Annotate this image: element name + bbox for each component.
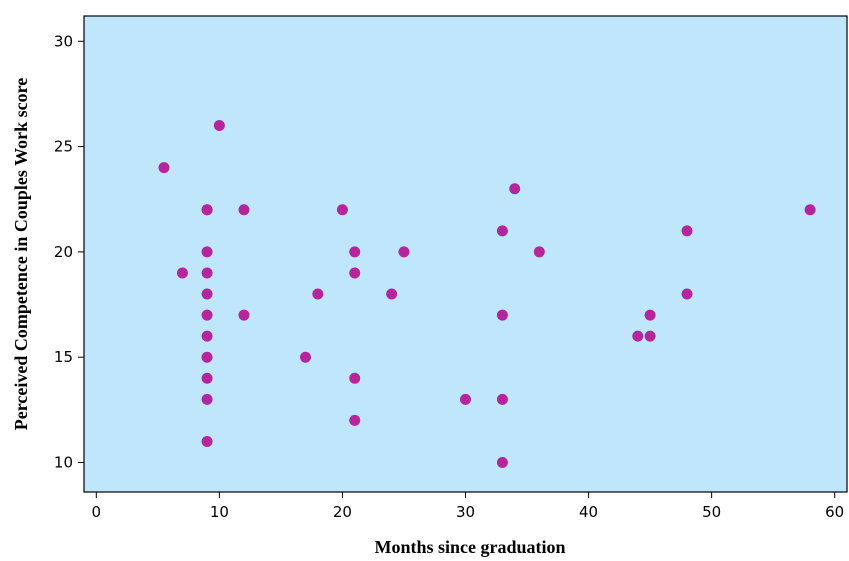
data-point: [496, 309, 508, 321]
data-point: [496, 225, 508, 237]
data-point: [201, 309, 213, 321]
y-axis-title: Perceived Competence in Couples Work sco…: [11, 78, 31, 430]
x-tick-label: 30: [456, 503, 475, 521]
data-point: [201, 330, 213, 342]
data-point: [386, 288, 398, 300]
y-tick-label: 15: [54, 348, 73, 366]
data-point: [201, 435, 213, 447]
x-tick-label: 10: [210, 503, 229, 521]
x-tick-label: 50: [702, 503, 721, 521]
data-point: [201, 288, 213, 300]
data-point: [238, 204, 250, 216]
data-point: [201, 267, 213, 279]
y-tick-label: 20: [54, 243, 73, 261]
x-tick-label: 0: [92, 503, 102, 521]
data-point: [349, 414, 361, 426]
x-axis-title: Months since graduation: [374, 537, 565, 557]
data-point: [681, 288, 693, 300]
x-tick-label: 20: [333, 503, 352, 521]
x-tick-label: 60: [825, 503, 844, 521]
y-axis: 10 15 20 25 30: [54, 32, 84, 472]
y-tick-label: 30: [54, 32, 73, 50]
data-point: [201, 372, 213, 384]
y-tick-label: 10: [54, 454, 73, 472]
data-point: [300, 351, 312, 363]
data-point: [349, 372, 361, 384]
data-point: [632, 330, 644, 342]
data-point: [644, 309, 656, 321]
data-point: [349, 246, 361, 258]
data-point: [336, 204, 348, 216]
plot-area: [83, 15, 848, 493]
data-point: [238, 309, 250, 321]
data-point: [201, 351, 213, 363]
data-point: [398, 246, 410, 258]
data-point: [158, 162, 170, 174]
data-point: [349, 267, 361, 279]
data-point: [176, 267, 188, 279]
data-point: [213, 120, 225, 132]
data-point: [533, 246, 545, 258]
data-point: [496, 393, 508, 405]
x-axis: 0 10 20 30 40 50 60: [92, 492, 844, 521]
y-tick-label: 25: [54, 138, 73, 156]
data-point: [509, 183, 521, 195]
data-point: [201, 204, 213, 216]
data-point: [644, 330, 656, 342]
data-point: [460, 393, 471, 405]
data-point: [681, 225, 693, 237]
data-points: [158, 120, 816, 469]
data-point: [201, 393, 213, 405]
x-tick-label: 40: [579, 503, 598, 521]
data-point: [312, 288, 324, 300]
data-point: [804, 204, 816, 216]
data-point: [496, 457, 508, 469]
data-point: [201, 246, 213, 258]
